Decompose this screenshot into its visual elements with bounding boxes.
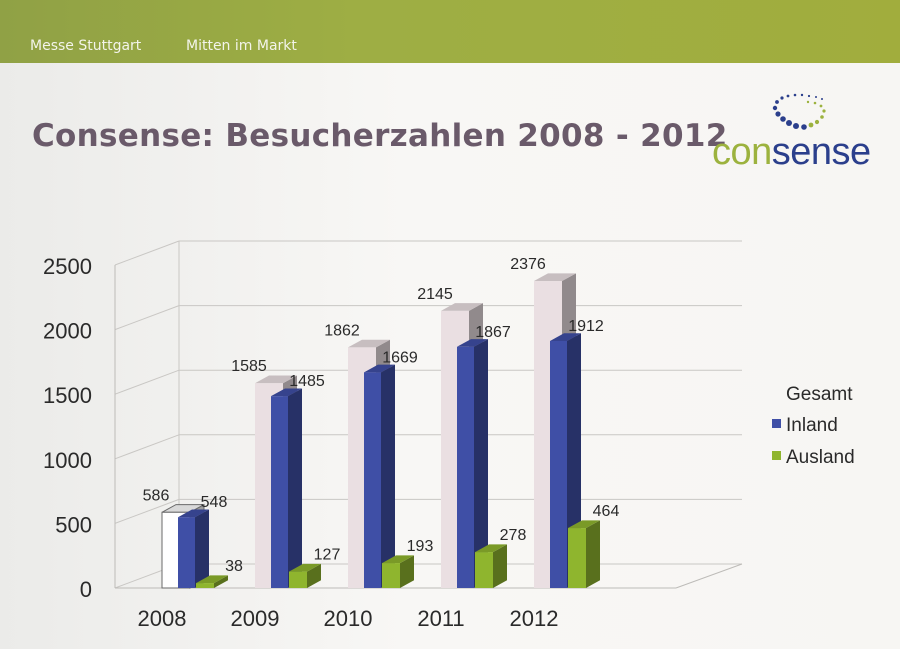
data-label-ausland: 464 [593, 503, 620, 520]
bar-gesamt-top [348, 339, 390, 348]
x-tick-label: 2009 [231, 606, 280, 631]
logo-text-sense: sense [771, 131, 871, 173]
data-label-inland: 548 [201, 494, 228, 511]
bar-inland [457, 346, 474, 588]
header-brand-text: Messe Stuttgart [30, 38, 142, 54]
bar-inland [271, 396, 288, 588]
bar-ausland-top [382, 555, 414, 564]
bar-ausland-side [307, 563, 321, 588]
header-slogan-text: Mitten im Markt [186, 38, 297, 54]
bar-inland-top [550, 333, 581, 341]
data-label-gesamt: 2376 [510, 256, 546, 273]
x-tick-label: 2012 [510, 606, 559, 631]
data-label-ausland: 127 [314, 547, 341, 564]
gridline-side [114, 305, 180, 331]
data-label-gesamt: 1585 [231, 358, 267, 375]
x-tick-label: 2008 [138, 606, 187, 631]
data-label-ausland: 193 [407, 538, 434, 555]
legend-swatch-ausland [772, 451, 781, 460]
bar-ausland [568, 528, 586, 588]
bar-inland [550, 340, 567, 588]
bar-inland [364, 372, 381, 588]
x-tick-label: 2011 [417, 606, 464, 631]
data-label-gesamt: 586 [143, 487, 170, 504]
data-label-gesamt: 1862 [324, 322, 360, 339]
bar-ausland-top [289, 563, 321, 572]
consense-logo: consense [712, 92, 888, 182]
bar-inland-top [457, 339, 488, 347]
y-tick-label: 1500 [43, 383, 92, 408]
logo-dots-icon [772, 93, 826, 130]
bar-ausland-side [400, 555, 414, 588]
legend-label-inland: Inland [786, 415, 838, 436]
data-label-gesamt: 2145 [417, 286, 453, 303]
bar-ausland-side [493, 544, 507, 588]
bar-ausland-side [214, 575, 228, 588]
bar-inland-side [288, 388, 302, 588]
y-tick-label: 2500 [43, 254, 92, 279]
bar-ausland-top [475, 544, 507, 553]
y-tick-label: 1000 [43, 448, 92, 473]
header-bar: Messe Stuttgart Mitten im Markt [0, 0, 900, 63]
data-label-ausland: 38 [225, 558, 243, 575]
bar-inland-top [178, 509, 209, 518]
gridline-side [114, 498, 180, 524]
data-label-ausland: 278 [500, 527, 527, 544]
bar-ausland [382, 563, 400, 588]
legend-label-gesamt: Gesamt [786, 384, 853, 405]
bar-inland-side [474, 339, 488, 588]
bar-ausland [196, 583, 214, 588]
bar-inland-top [364, 364, 395, 373]
data-label-inland: 1669 [382, 349, 418, 366]
bar-gesamt-top [255, 375, 297, 384]
logo-text-con: con [712, 131, 772, 173]
bar-inland-top [271, 388, 302, 397]
data-label-inland: 1485 [289, 373, 325, 390]
gridline-side [114, 434, 180, 460]
y-tick-label: 0 [80, 577, 92, 602]
floor-edge [675, 563, 743, 589]
bar-ausland [475, 552, 493, 588]
bar-gesamt-top [534, 273, 576, 282]
legend-label-ausland: Ausland [786, 447, 855, 468]
data-label-inland: 1912 [568, 318, 604, 335]
x-tick-label: 2010 [324, 606, 373, 631]
bar-inland-side [381, 364, 395, 588]
y-tick-label: 500 [55, 512, 92, 537]
bar-ausland [289, 571, 307, 588]
logo-wordmark: consense [712, 132, 871, 172]
gridline-side [114, 369, 180, 395]
legend-swatch-inland [772, 419, 781, 428]
bar-inland [178, 517, 195, 588]
gridline-side [114, 240, 180, 266]
bar-inland-side [195, 509, 209, 588]
bar-ausland-top [196, 575, 228, 584]
slide-title: Consense: Besucherzahlen 2008 - 2012 [32, 118, 728, 154]
bar-gesamt-top [441, 303, 483, 311]
data-label-inland: 1867 [475, 324, 511, 341]
y-tick-label: 2000 [43, 319, 92, 344]
bar-ausland-side [586, 520, 600, 588]
bar-ausland-top [568, 520, 600, 529]
